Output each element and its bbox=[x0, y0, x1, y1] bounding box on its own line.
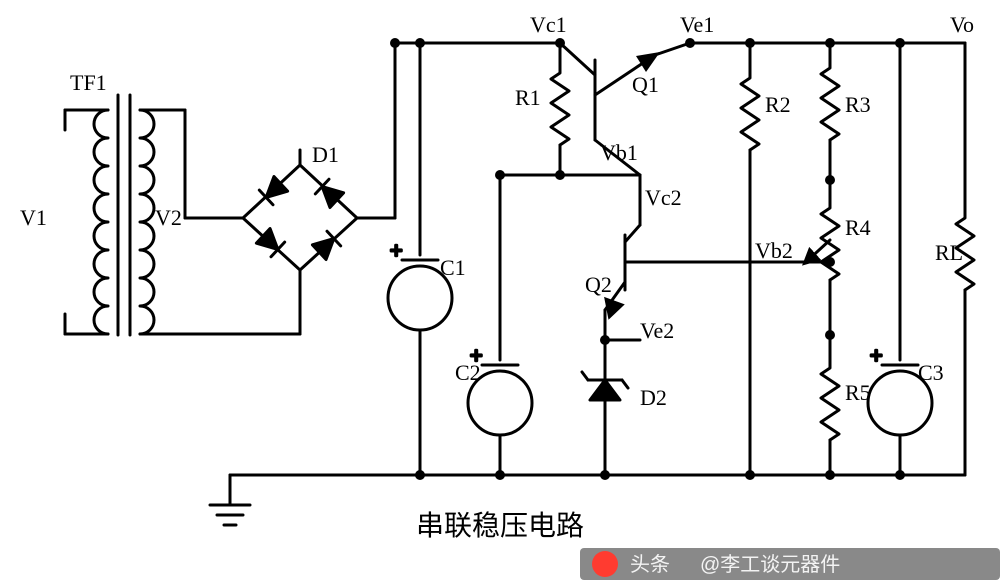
resistor-r3 bbox=[821, 43, 839, 180]
label-d2: D2 bbox=[640, 385, 667, 410]
label-r3: R3 bbox=[845, 92, 871, 117]
resistor-r5 bbox=[821, 335, 839, 475]
label-vc1: Vc1 bbox=[530, 12, 567, 37]
label-c2: C2 bbox=[455, 360, 481, 385]
resistor-r1 bbox=[551, 43, 569, 175]
label-q2: Q2 bbox=[585, 272, 612, 297]
label-r1: R1 bbox=[515, 85, 541, 110]
watermark: 头条 @李工谈元器件 bbox=[580, 548, 1000, 580]
label-tf1: TF1 bbox=[70, 70, 107, 95]
label-c3: C3 bbox=[918, 360, 944, 385]
label-vo: Vo bbox=[950, 12, 974, 37]
footer-left: 头条 bbox=[630, 553, 670, 576]
label-rl: RL bbox=[935, 240, 963, 265]
capacitor-c3 bbox=[868, 43, 932, 475]
label-ve1: Ve1 bbox=[680, 12, 714, 37]
zener-d2 bbox=[582, 340, 640, 475]
label-c1: C1 bbox=[440, 255, 466, 280]
ground-symbol bbox=[210, 475, 250, 525]
label-vc2: Vc2 bbox=[645, 185, 682, 210]
label-ve2: Ve2 bbox=[640, 318, 674, 343]
circuit-diagram: + bbox=[0, 0, 1000, 580]
transistor-q2 bbox=[597, 175, 830, 340]
diagram-title: 串联稳压电路 bbox=[416, 510, 584, 542]
capacitor-c2 bbox=[468, 175, 532, 475]
label-q1: Q1 bbox=[632, 72, 659, 97]
label-r4: R4 bbox=[845, 215, 871, 240]
label-vb2: Vb2 bbox=[755, 238, 793, 263]
footer-right: @李工谈元器件 bbox=[700, 553, 840, 576]
label-r5: R5 bbox=[845, 380, 871, 405]
transformer-tf1 bbox=[65, 95, 300, 335]
label-vb1: Vb1 bbox=[600, 140, 638, 165]
label-d1: D1 bbox=[312, 142, 339, 167]
label-r2: R2 bbox=[765, 92, 791, 117]
label-v1: V1 bbox=[20, 205, 47, 230]
label-v2: V2 bbox=[155, 205, 182, 230]
